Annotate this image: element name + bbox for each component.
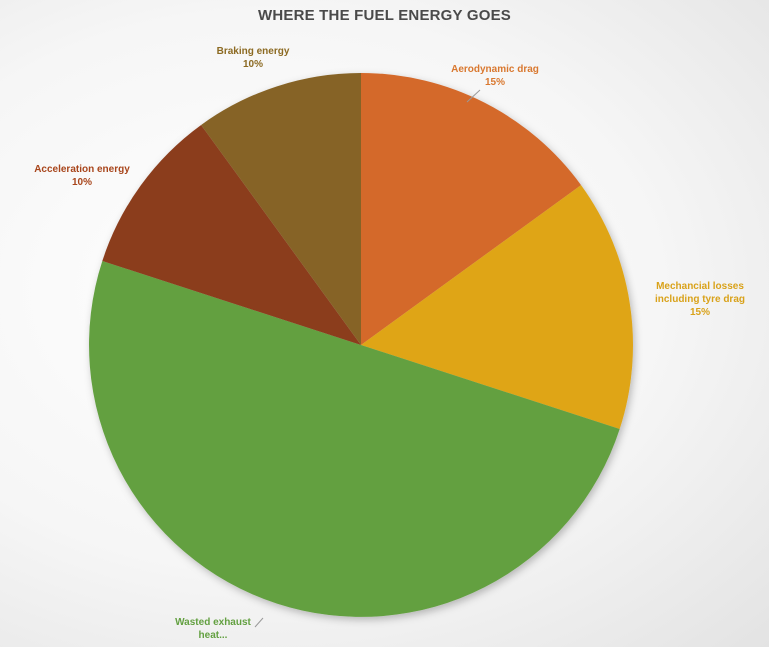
slice-label-4: Braking energy 10%: [217, 46, 290, 70]
pie-slice-3: [102, 124, 362, 345]
pie-slices: [89, 73, 633, 617]
pie-slice-0: [361, 73, 582, 345]
pie-slice-4: [201, 73, 361, 345]
slice-label-1: Mechancial losses including tyre drag 15%: [655, 281, 745, 318]
slice-label-2: Wasted exhaust heat...: [175, 617, 251, 641]
pie-slice-2: [89, 260, 620, 617]
slice-label-3: Acceleration energy 10%: [34, 164, 130, 188]
pie-slice-1: [361, 185, 633, 430]
leader-line-0: [466, 89, 481, 103]
leader-line-2: [254, 617, 264, 628]
slice-label-0: Aerodynamic drag 15%: [451, 64, 539, 88]
chart-title: WHERE THE FUEL ENERGY GOES: [257, 7, 511, 24]
